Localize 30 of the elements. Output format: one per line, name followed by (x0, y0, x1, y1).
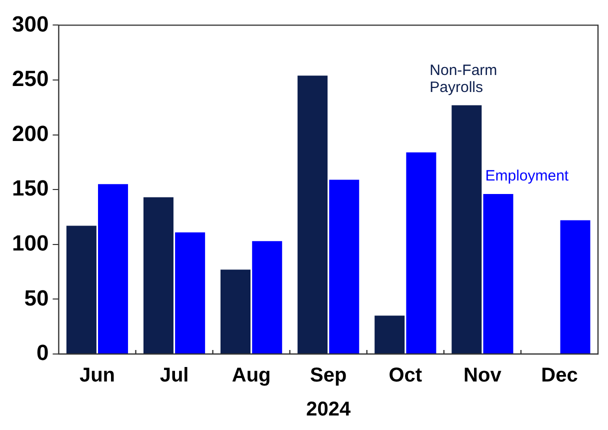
bar (483, 194, 514, 354)
series-label: Non-Farm Payrolls (430, 62, 498, 96)
y-tick-label: 50 (24, 285, 49, 310)
x-tick-label: Jul (160, 364, 189, 387)
y-tick-label: 250 (12, 66, 49, 92)
bar (175, 232, 206, 354)
x-tick-label: Nov (464, 364, 502, 387)
x-tick-label: Sep (310, 364, 347, 387)
bar (98, 184, 128, 354)
bar (66, 226, 96, 354)
bar (406, 152, 436, 354)
bar (374, 316, 405, 354)
x-tick-label: Oct (388, 364, 422, 387)
bar (452, 105, 482, 354)
series-label: Employment (485, 168, 570, 185)
bar (220, 270, 251, 354)
bar (560, 220, 590, 354)
bar (252, 241, 282, 354)
bar (143, 197, 174, 354)
x-axis-title: 2024 (306, 398, 352, 421)
bar (329, 180, 360, 354)
y-tick-label: 150 (12, 176, 49, 201)
y-tick-label: 200 (12, 120, 49, 146)
y-tick-label: 300 (12, 11, 49, 36)
x-tick-label: Aug (232, 364, 271, 387)
x-tick-label: Jun (79, 364, 116, 387)
y-tick-label: 0 (36, 340, 49, 366)
y-tick-label: 100 (12, 230, 49, 256)
bar (298, 76, 328, 354)
x-tick-label: Dec (541, 364, 578, 387)
